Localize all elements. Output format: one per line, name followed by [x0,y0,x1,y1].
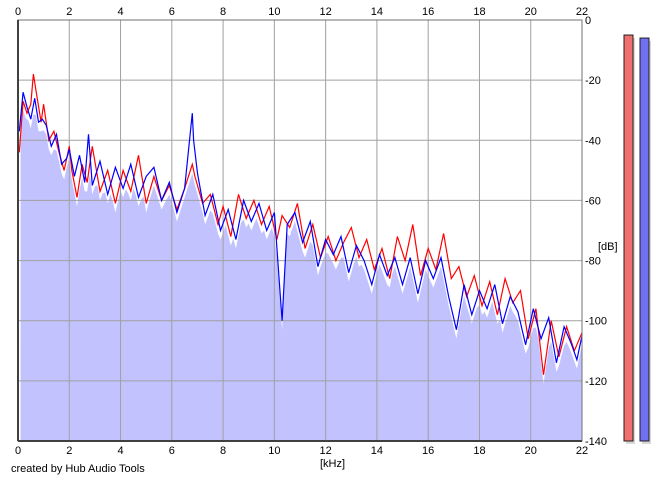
x-tick-label-top: 0 [15,6,21,18]
x-tick-labels-top: 0 2 4 6 8 10 12 14 16 18 20 22 [15,6,588,18]
x-tick-label-top: 8 [220,6,226,18]
y-axis-unit-label: [dB] [598,241,618,253]
y-tick-label: -20 [585,75,601,87]
x-tick-label-bottom: 18 [473,445,485,457]
x-tick-label-bottom: 4 [117,445,123,457]
level-meter-right [639,37,650,442]
series-line-blue [18,92,583,363]
spectrum-fill [20,110,582,441]
y-tick-labels: 0 -20 -40 -60 -80 -100 -120 -140 [585,15,607,448]
x-tick-label-bottom: 16 [422,445,434,457]
spectrum-series [18,74,583,375]
y-tick-label: 0 [585,15,591,27]
x-tick-label-top: 4 [117,6,123,18]
x-tick-label-top: 12 [320,6,332,18]
x-tick-label-top: 6 [169,6,175,18]
y-tick-label: -120 [585,376,607,388]
credit-text: created by Hub Audio Tools [11,463,145,475]
plot-frame [17,19,583,442]
x-tick-label-bottom: 2 [66,445,72,457]
x-tick-label-bottom: 12 [320,445,332,457]
x-tick-label-top: 14 [371,6,383,18]
x-tick-label-top: 2 [66,6,72,18]
series-line-red [18,74,583,375]
y-tick-label: -140 [585,436,607,448]
y-tick-label: -100 [585,316,607,328]
x-tick-label-bottom: 0 [15,445,21,457]
y-tick-label: -40 [585,135,601,147]
x-tick-label-bottom: 22 [576,445,588,457]
x-tick-label-top: 10 [268,6,280,18]
x-axis-unit-label: [kHz] [320,458,346,470]
y-tick-label: -60 [585,195,601,207]
x-tick-label-bottom: 14 [371,445,383,457]
x-tick-label-top: 16 [422,6,434,18]
chart-grid [17,19,583,442]
x-tick-label-top: 22 [576,6,588,18]
y-tick-label: -80 [585,256,601,268]
x-tick-labels-bottom: 0 2 4 6 8 10 12 14 16 18 20 22 [15,445,588,457]
x-tick-label-bottom: 20 [525,445,537,457]
spectrum-fill-area [20,110,582,441]
x-tick-label-bottom: 6 [169,445,175,457]
x-tick-label-bottom: 10 [268,445,280,457]
level-meters [623,34,651,445]
x-tick-label-top: 18 [473,6,485,18]
x-tick-label-bottom: 8 [220,445,226,457]
x-tick-label-top: 20 [525,6,537,18]
level-meter-left [623,34,634,442]
